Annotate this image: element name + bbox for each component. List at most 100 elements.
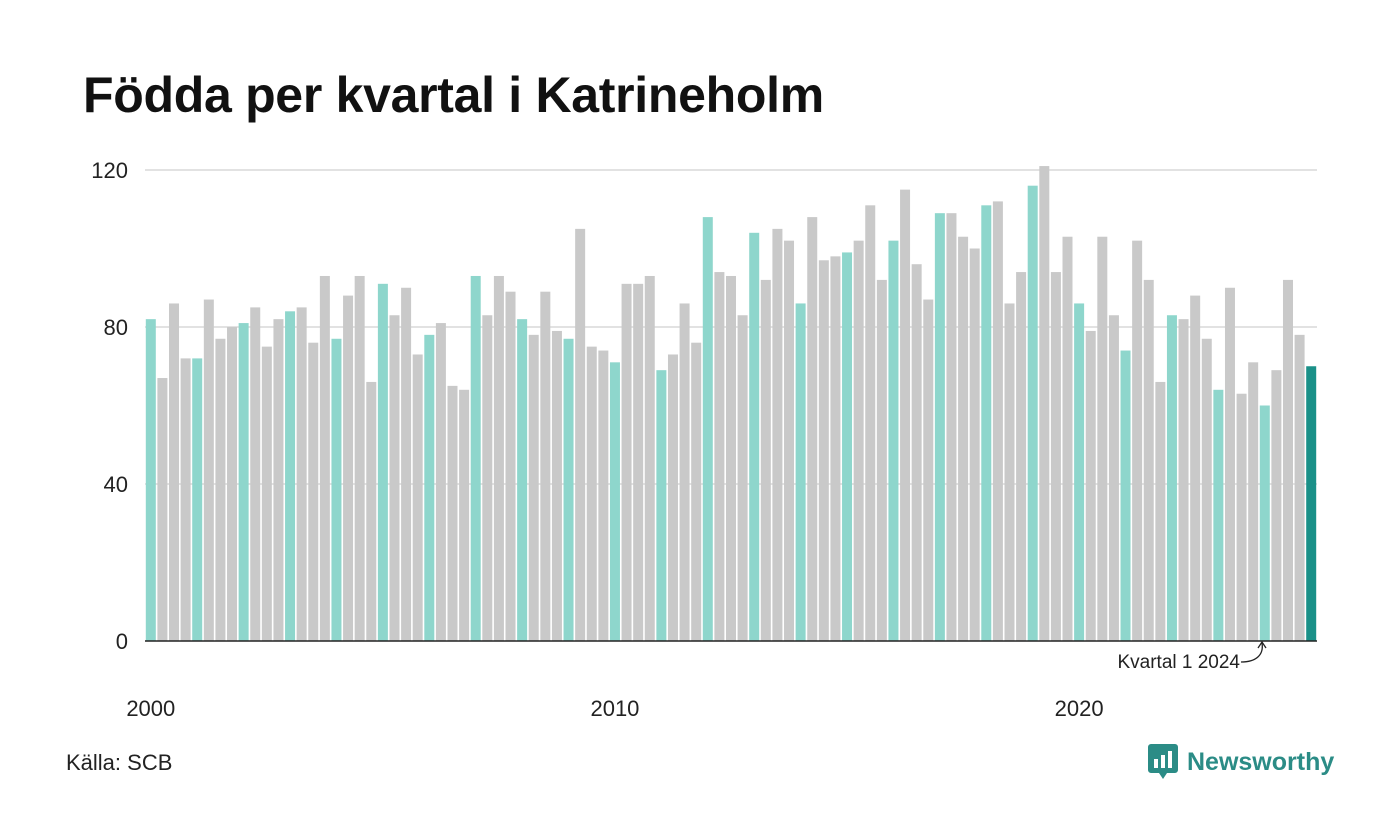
bar — [424, 334, 435, 641]
bar — [842, 252, 853, 641]
x-tick-label: 2020 — [1055, 696, 1104, 721]
bar — [992, 201, 1003, 641]
bar — [621, 283, 632, 641]
annotation-arrowhead — [1257, 640, 1267, 649]
bar — [1004, 303, 1015, 641]
bar — [145, 319, 156, 641]
bar — [1306, 366, 1317, 641]
bar — [273, 319, 284, 641]
bar — [1166, 315, 1177, 641]
annotation-label: Kvartal 1 2024 — [1117, 652, 1240, 673]
bar — [401, 287, 412, 641]
bar — [633, 283, 644, 641]
bar — [586, 346, 597, 642]
bar — [1294, 334, 1305, 641]
bar — [169, 303, 180, 641]
bar — [853, 240, 864, 641]
bar — [343, 295, 354, 641]
bar — [517, 319, 528, 641]
bar — [447, 385, 458, 642]
bar — [923, 299, 934, 641]
bar — [1050, 272, 1061, 641]
bar — [772, 228, 783, 642]
bar — [1236, 393, 1247, 641]
bar — [1108, 315, 1119, 641]
y-tick-label: 120 — [91, 158, 128, 183]
bar — [981, 205, 992, 641]
bar — [551, 330, 562, 641]
annotation-arrow — [1240, 642, 1263, 663]
bar — [1074, 303, 1085, 641]
bar — [911, 264, 922, 641]
bar — [285, 311, 296, 641]
bar — [667, 354, 678, 641]
source-note: Källa: SCB — [66, 750, 173, 775]
bar — [389, 315, 400, 641]
bar — [888, 240, 899, 641]
newsworthy-logo-icon — [1148, 744, 1178, 779]
bar — [1120, 350, 1131, 641]
bar — [1155, 381, 1166, 641]
bar — [203, 299, 214, 641]
bar — [784, 240, 795, 641]
x-axis-labels: 2000 2010 2020 — [126, 696, 1103, 721]
bar — [865, 205, 876, 641]
bar — [528, 334, 539, 641]
bar — [644, 275, 655, 641]
bar — [482, 315, 493, 641]
bar — [679, 303, 690, 641]
bar — [1016, 272, 1027, 641]
bar — [157, 378, 168, 641]
bar — [1282, 279, 1293, 641]
bar — [714, 272, 725, 641]
bar — [760, 279, 771, 641]
x-tick-label: 2000 — [126, 696, 175, 721]
bar — [1062, 236, 1073, 642]
bar — [749, 232, 760, 642]
bar — [493, 275, 504, 641]
bar — [412, 354, 423, 641]
bar — [818, 260, 829, 641]
bar — [227, 327, 238, 641]
bar — [691, 342, 702, 641]
brand-name: Newsworthy — [1187, 747, 1335, 776]
y-tick-label: 0 — [116, 629, 128, 654]
bar — [958, 236, 969, 642]
bar — [377, 283, 388, 641]
y-axis-labels: 0 40 80 120 — [91, 158, 128, 654]
bar — [830, 256, 841, 641]
bar — [900, 189, 911, 642]
bar — [1271, 370, 1282, 641]
bar — [876, 279, 887, 641]
bar — [1213, 389, 1224, 641]
bar — [726, 275, 736, 641]
bar — [934, 213, 945, 641]
bar — [1143, 279, 1154, 641]
bar — [969, 248, 980, 641]
bar — [795, 303, 806, 641]
bar — [1201, 338, 1212, 641]
bar — [540, 291, 551, 641]
chart-title: Födda per kvartal i Katrineholm — [83, 67, 824, 123]
bar — [296, 307, 307, 642]
y-tick-label: 80 — [104, 315, 128, 340]
bar — [1132, 240, 1143, 641]
bar — [354, 275, 365, 641]
bar — [1248, 362, 1259, 641]
bar — [656, 370, 667, 641]
bar — [308, 342, 319, 641]
bar — [261, 346, 272, 642]
bar — [250, 307, 261, 642]
bar — [180, 358, 191, 641]
bar — [563, 338, 574, 641]
bar — [946, 213, 957, 641]
bar — [702, 217, 713, 641]
bar — [215, 338, 226, 641]
bar — [1085, 330, 1096, 641]
bar — [319, 275, 330, 641]
bar — [366, 381, 377, 641]
bar — [1039, 166, 1050, 641]
bar — [575, 228, 586, 642]
bars — [145, 166, 1317, 642]
bar — [238, 323, 249, 641]
